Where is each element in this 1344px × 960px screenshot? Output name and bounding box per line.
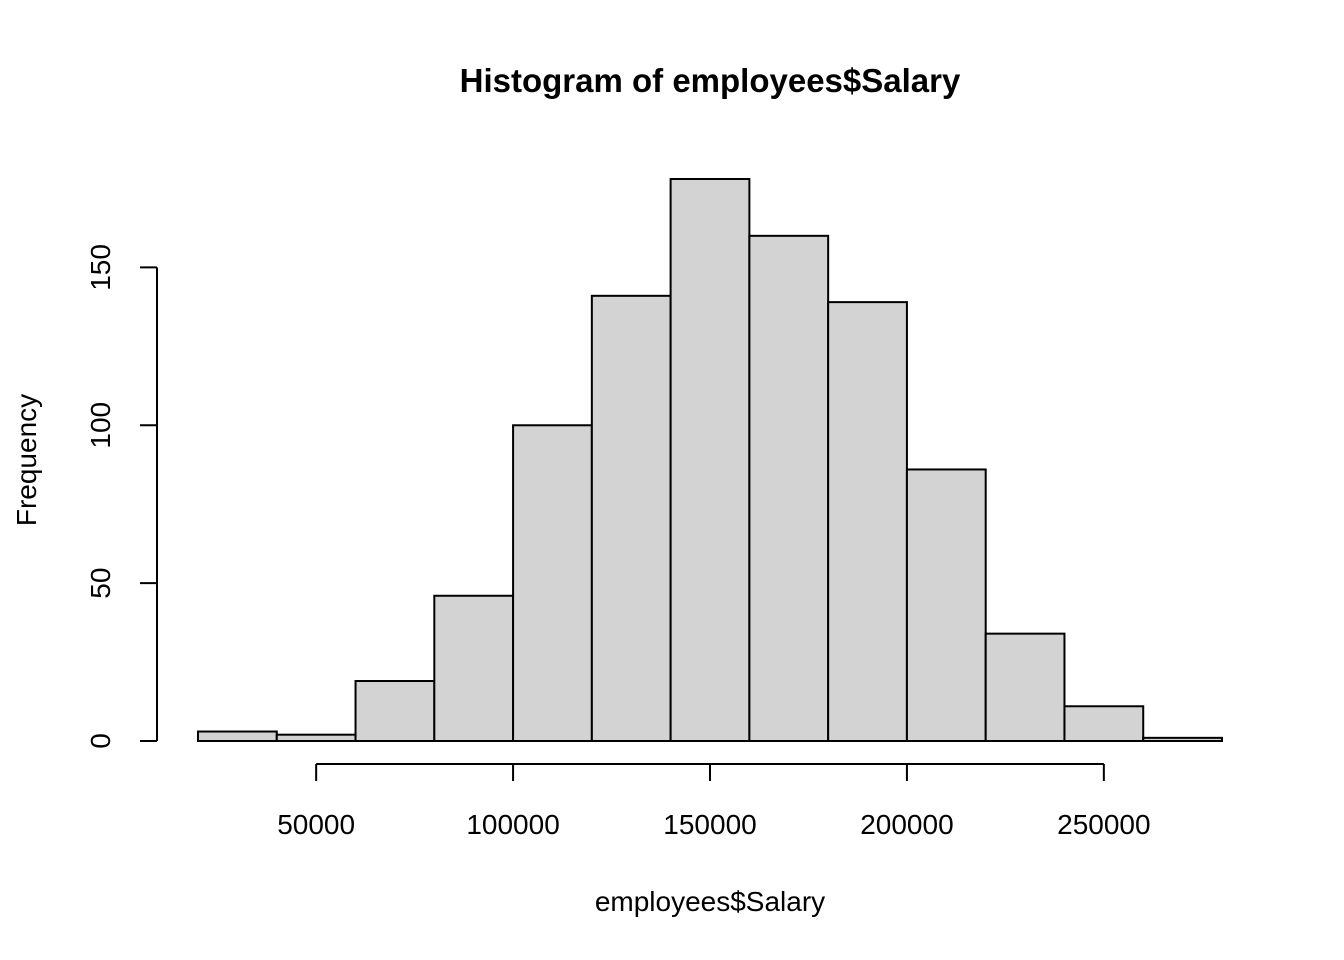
histogram-bar bbox=[1063, 705, 1145, 742]
x-tick-label: 150000 bbox=[663, 809, 756, 840]
x-tick-label: 50000 bbox=[277, 809, 355, 840]
histogram-bar bbox=[827, 301, 908, 742]
histogram-bar bbox=[354, 680, 436, 742]
x-axis: 50000 100000 150000 200000 250000 bbox=[277, 763, 1151, 840]
y-axis: 0 50 100 150 bbox=[85, 244, 158, 749]
histogram-bar bbox=[512, 424, 593, 742]
chart-title: Histogram of employees$Salary bbox=[460, 62, 961, 99]
x-axis-label: employees$Salary bbox=[595, 886, 825, 917]
histogram-bar bbox=[197, 730, 278, 742]
y-tick-label: 150 bbox=[85, 244, 116, 291]
y-tick-label: 100 bbox=[85, 402, 116, 449]
histogram-bar bbox=[590, 294, 672, 742]
x-tick-label: 200000 bbox=[860, 809, 953, 840]
x-tick-label: 250000 bbox=[1057, 809, 1150, 840]
histogram-bar bbox=[1142, 736, 1223, 743]
histogram-bars bbox=[197, 178, 1223, 743]
histogram-bar bbox=[275, 733, 357, 742]
y-axis-label: Frequency bbox=[11, 394, 42, 526]
histogram-bar bbox=[669, 178, 751, 742]
histogram-bar bbox=[984, 632, 1066, 742]
y-tick-label: 0 bbox=[85, 733, 116, 749]
histogram-bar bbox=[748, 234, 830, 743]
histogram-bar bbox=[433, 594, 515, 742]
x-tick-label: 100000 bbox=[466, 809, 559, 840]
y-tick-label: 50 bbox=[85, 568, 116, 599]
histogram-bar bbox=[905, 468, 987, 742]
